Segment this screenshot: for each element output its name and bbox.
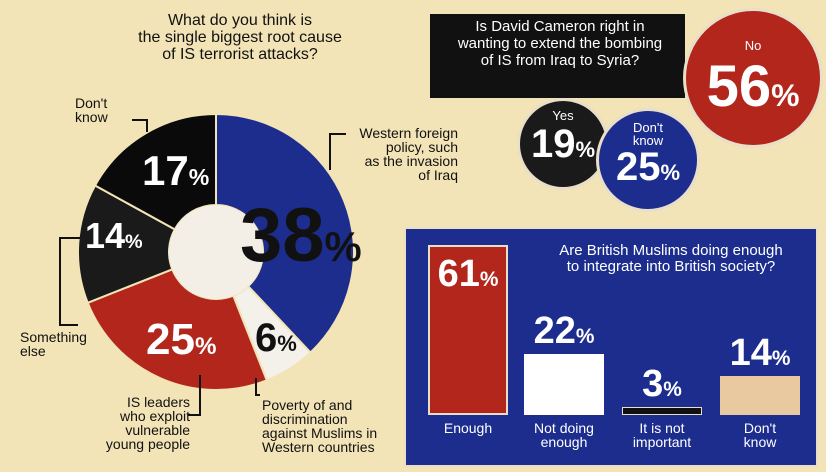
donut-hole bbox=[169, 205, 263, 299]
bar-pct-enough: 61% bbox=[437, 253, 499, 295]
donut-segments bbox=[77, 112, 355, 391]
callout-is-leaders: IS leaders who exploit vulnerable young … bbox=[105, 394, 190, 452]
bar-not-important bbox=[622, 406, 702, 415]
bubble-dont-know: Don't know 25% bbox=[596, 108, 700, 212]
bubble-yes: Yes 19% bbox=[517, 98, 609, 190]
leader-something-else bbox=[59, 237, 80, 326]
q2-title: Is David Cameron right in wanting to ext… bbox=[457, 18, 663, 69]
bar-dont-know bbox=[720, 375, 800, 415]
pct-dont-know-q2: 25% bbox=[615, 145, 681, 189]
leader-is-leaders bbox=[188, 375, 201, 416]
q1-title: What do you think is the single biggest … bbox=[138, 12, 342, 63]
bar-pct-not-important: 3% bbox=[642, 362, 682, 405]
pct-something-else: 14% bbox=[85, 215, 143, 256]
callout-something-else: Something else bbox=[20, 329, 87, 359]
bar-not-doing-enough bbox=[524, 353, 604, 415]
bar-label-not-important: It is not important bbox=[632, 420, 692, 450]
q3-panel: Are British Muslims doing enough to inte… bbox=[404, 227, 818, 467]
bar-pct-dont-know: 14% bbox=[729, 331, 791, 374]
bar-label-dont-know: Don't know bbox=[743, 420, 777, 450]
callout-dont-know: Don't know bbox=[75, 95, 108, 125]
q2-title-box: Is David Cameron right in wanting to ext… bbox=[430, 14, 685, 98]
bar-enough bbox=[428, 245, 508, 415]
pct-poverty: 6% bbox=[255, 316, 297, 360]
pct-western: 38% bbox=[240, 193, 362, 278]
leader-western bbox=[329, 133, 346, 170]
callout-lines bbox=[59, 119, 346, 416]
callout-poverty: Poverty of and discrimination against Mu… bbox=[262, 397, 378, 455]
pct-is-leaders: 25% bbox=[146, 315, 217, 364]
leader-dont-know bbox=[132, 119, 148, 132]
q3-title: Are British Muslims doing enough to inte… bbox=[559, 242, 783, 275]
q1-donut-chart bbox=[59, 112, 355, 416]
bar-label-not-doing-enough: Not doing enough bbox=[534, 420, 594, 450]
segment-western-policy bbox=[215, 112, 355, 355]
pct-dont-know: 17% bbox=[142, 147, 210, 194]
callout-western: Western foreign policy, such as the inva… bbox=[359, 125, 458, 183]
pct-yes: 19% bbox=[530, 122, 596, 166]
bar-pct-not-doing-enough: 22% bbox=[533, 309, 595, 352]
bubble-no: No 56% bbox=[683, 8, 823, 148]
bar-label-enough: Enough bbox=[443, 420, 493, 436]
pct-no: 56% bbox=[706, 54, 800, 119]
leader-poverty bbox=[255, 378, 260, 396]
